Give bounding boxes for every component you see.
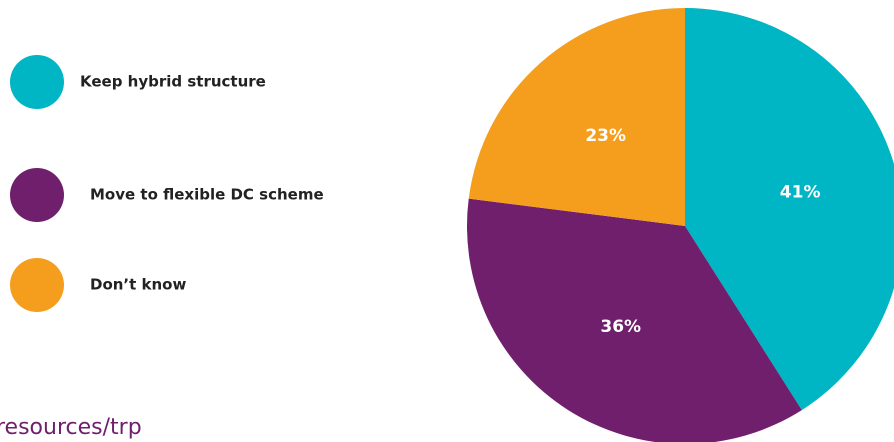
legend-swatch — [10, 168, 64, 222]
footer-text: resources/trp — [0, 415, 142, 440]
legend-label: Move to flexible DC scheme — [90, 186, 324, 204]
value-label: 36% — [600, 317, 641, 337]
legend-label: Keep hybrid structure — [80, 73, 266, 91]
pie-slice — [467, 198, 802, 442]
pie-slice — [685, 8, 894, 411]
legend-swatch — [10, 55, 64, 109]
value-label: 41% — [780, 183, 821, 203]
pie-slice — [468, 8, 685, 226]
legend-label: Don’t know — [90, 276, 186, 294]
value-label: 23% — [585, 126, 626, 146]
legend-swatch — [10, 258, 64, 312]
